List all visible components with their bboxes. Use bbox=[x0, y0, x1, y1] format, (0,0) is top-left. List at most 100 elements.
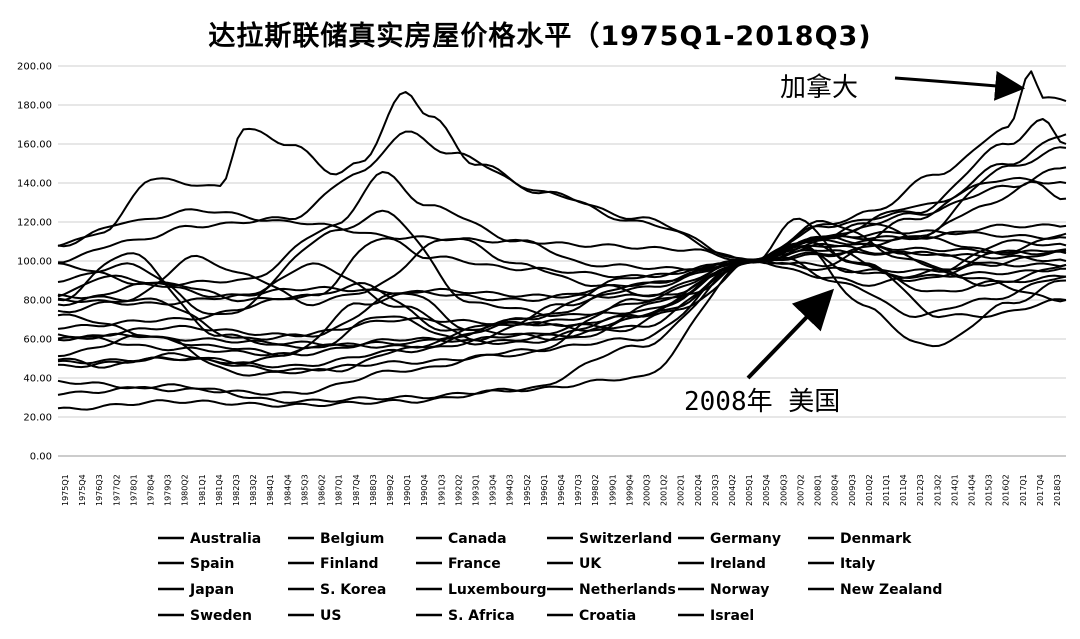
x-tick-label: 2011Q4 bbox=[899, 474, 908, 506]
x-tick-label: 2002Q4 bbox=[694, 474, 703, 506]
y-tick-label: 80.00 bbox=[23, 296, 52, 307]
annotation-arrow bbox=[894, 70, 1026, 101]
series-line-netherlands bbox=[57, 249, 1067, 350]
series-line-ireland bbox=[57, 245, 1067, 373]
series-line-spain bbox=[57, 241, 1067, 357]
x-tick-label: 2017Q4 bbox=[1036, 474, 1045, 506]
x-tick-label: 2009Q3 bbox=[848, 474, 857, 506]
y-tick-label: 0.00 bbox=[30, 452, 52, 463]
x-tick-label: 1992Q2 bbox=[454, 474, 463, 506]
legend-label: Canada bbox=[448, 531, 507, 547]
x-tick-label: 1994Q3 bbox=[506, 474, 515, 506]
x-tick-label: 2000Q3 bbox=[643, 474, 652, 506]
legend: Australia Belgium Canada Switzerland Germany… bbox=[158, 531, 942, 624]
x-tick-label: 1981Q1 bbox=[198, 474, 207, 506]
x-tick-label: 1984Q1 bbox=[266, 474, 275, 506]
x-tick-label: 2008Q1 bbox=[814, 474, 823, 506]
annotations: 加拿大 2008年 美国 bbox=[684, 70, 1026, 417]
legend-label: Croatia bbox=[579, 608, 636, 624]
x-tick-label: 1983Q2 bbox=[249, 474, 258, 506]
x-tick-label: 2016Q2 bbox=[1002, 474, 1011, 506]
legend-label: Sweden bbox=[190, 608, 252, 624]
legend-label: New Zealand bbox=[840, 582, 942, 598]
legend-label: Italy bbox=[840, 556, 875, 572]
x-tick-label: 2010Q2 bbox=[865, 474, 874, 506]
x-tick-label: 1997Q3 bbox=[574, 474, 583, 506]
series-line-canada bbox=[57, 70, 1067, 303]
x-tick-label: 1978Q4 bbox=[147, 474, 156, 506]
x-tick-label: 1988Q3 bbox=[369, 474, 378, 506]
y-tick-label: 100.00 bbox=[17, 257, 52, 268]
x-tick-label: 1993Q4 bbox=[489, 474, 498, 506]
series-line-italy bbox=[57, 237, 1067, 314]
series-line-norway bbox=[57, 176, 1067, 332]
x-tick-label: 1998Q2 bbox=[591, 474, 600, 506]
x-tick-label: 1985Q3 bbox=[300, 474, 309, 506]
x-tick-label: 1987Q1 bbox=[335, 474, 344, 506]
x-tick-label: 2012Q3 bbox=[916, 474, 925, 506]
x-tick-label: 2005Q1 bbox=[745, 474, 754, 506]
series-line-switzerland bbox=[57, 171, 1067, 287]
series-line-new-zealand bbox=[57, 146, 1067, 349]
y-tick-label: 60.00 bbox=[23, 335, 52, 346]
x-tick-label: 2015Q3 bbox=[985, 474, 994, 506]
x-tick-label: 1987Q4 bbox=[352, 474, 361, 506]
legend-label: S. Africa bbox=[448, 608, 515, 624]
series-line-s-korea bbox=[57, 91, 1067, 264]
legend-label: Netherlands bbox=[579, 582, 676, 598]
y-tick-label: 40.00 bbox=[23, 374, 52, 385]
x-tick-label: 2011Q1 bbox=[882, 474, 891, 506]
x-tick-label: 1975Q4 bbox=[78, 474, 87, 506]
series-line-belgium bbox=[57, 229, 1067, 377]
x-tick-label: 1996Q1 bbox=[540, 474, 549, 506]
x-tick-label: 1984Q4 bbox=[283, 474, 292, 506]
annotation-arrow bbox=[746, 288, 835, 380]
legend-label: Japan bbox=[189, 582, 234, 598]
legend-label: Spain bbox=[190, 556, 234, 572]
legend-label: S. Korea bbox=[320, 582, 386, 598]
legend-label: Ireland bbox=[710, 556, 766, 572]
x-tick-label: 2013Q2 bbox=[933, 474, 942, 506]
x-tick-label: 2008Q4 bbox=[831, 474, 840, 506]
legend-label: Belgium bbox=[320, 531, 384, 547]
x-tick-label: 1986Q2 bbox=[318, 474, 327, 506]
legend-label: Germany bbox=[710, 531, 781, 547]
series-line-us bbox=[57, 256, 1067, 318]
y-tick-label: 120.00 bbox=[17, 218, 52, 229]
x-tick-label: 1999Q4 bbox=[625, 474, 634, 506]
legend-label: Switzerland bbox=[579, 531, 672, 547]
x-tick-label: 2004Q2 bbox=[728, 474, 737, 506]
legend-label: Australia bbox=[190, 531, 261, 547]
series-line-israel bbox=[57, 133, 1067, 396]
x-tick-label: 1990Q4 bbox=[420, 474, 429, 506]
x-tick-label: 2014Q4 bbox=[967, 474, 976, 506]
x-tick-label: 2007Q2 bbox=[796, 474, 805, 506]
x-tick-label: 1980Q2 bbox=[181, 474, 190, 506]
legend-label: Luxembourg bbox=[448, 582, 547, 598]
legend-label: UK bbox=[579, 556, 602, 572]
series-line-croatia bbox=[57, 220, 1067, 411]
x-tick-label: 1999Q1 bbox=[608, 474, 617, 506]
x-tick-label: 2017Q1 bbox=[1019, 474, 1028, 506]
x-axis-ticks: 1975Q1 1975Q4 1976Q3 1977Q2 1978Q1 1978Q4 1979… bbox=[61, 474, 1062, 506]
x-tick-label: 2005Q4 bbox=[762, 474, 771, 506]
series-lines bbox=[57, 70, 1067, 411]
series-line-australia bbox=[57, 180, 1067, 357]
series-line-luxembourg bbox=[57, 166, 1067, 369]
x-tick-label: 1975Q1 bbox=[61, 474, 70, 506]
legend-label: US bbox=[320, 608, 341, 624]
x-tick-label: 1979Q3 bbox=[164, 474, 173, 506]
series-line-sweden bbox=[57, 118, 1067, 341]
x-tick-label: 2014Q1 bbox=[950, 474, 959, 506]
legend-label: Denmark bbox=[840, 531, 912, 547]
y-tick-label: 180.00 bbox=[17, 101, 52, 112]
x-tick-label: 1995Q2 bbox=[523, 474, 532, 506]
x-tick-label: 1976Q3 bbox=[95, 474, 104, 506]
legend-label: Israel bbox=[710, 608, 754, 624]
x-tick-label: 1996Q4 bbox=[557, 474, 566, 506]
annotation-label: 2008年 美国 bbox=[684, 387, 840, 417]
y-tick-label: 20.00 bbox=[23, 413, 52, 424]
x-tick-label: 2006Q3 bbox=[779, 474, 788, 506]
annotation-label: 加拿大 bbox=[780, 73, 858, 103]
